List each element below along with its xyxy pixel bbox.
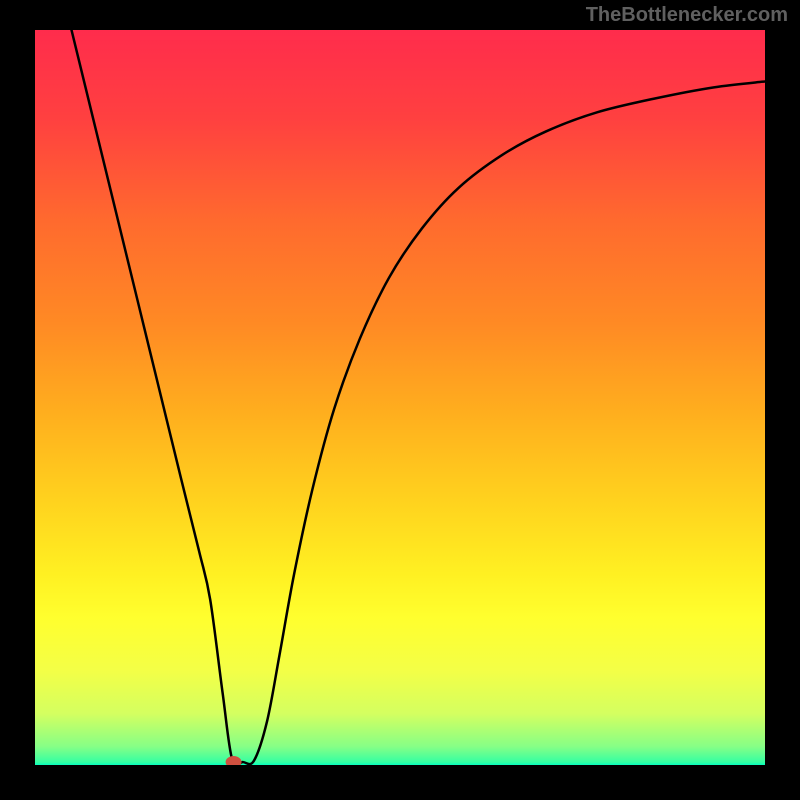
curve-layer xyxy=(35,30,765,765)
optimal-marker xyxy=(226,756,242,765)
chart-container: TheBottlenecker.com xyxy=(0,0,800,800)
watermark-label: TheBottlenecker.com xyxy=(586,4,788,27)
bottleneck-curve xyxy=(72,30,766,765)
plot-area xyxy=(35,30,765,765)
